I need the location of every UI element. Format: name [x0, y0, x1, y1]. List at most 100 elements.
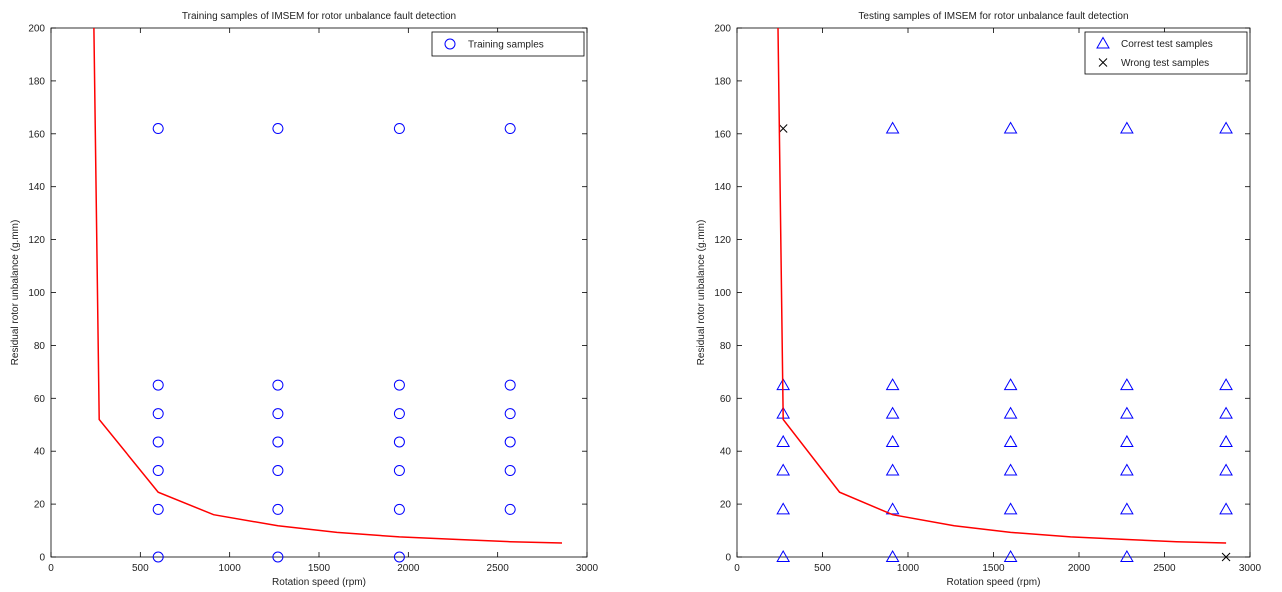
- legend: Training samples: [431, 31, 585, 57]
- training-sample-marker: [393, 408, 405, 420]
- training-sample-marker: [504, 123, 516, 135]
- training-sample-marker: [393, 379, 405, 391]
- training-sample-marker: [393, 551, 405, 563]
- y-axis-label: Residual rotor unbalance (g.mm): [10, 220, 21, 366]
- legend: Correst test samples Wrong test samples: [1084, 31, 1248, 75]
- test-sample-marker: [1219, 463, 1233, 476]
- plot-frame: [50, 27, 588, 558]
- training-sample-marker: [272, 503, 284, 515]
- x-tick-label: 0: [48, 563, 54, 574]
- training-sample-marker: [272, 436, 284, 448]
- test-sample-marker: [1120, 434, 1134, 447]
- legend-box: [1084, 31, 1248, 75]
- x-tick-label: 500: [132, 563, 149, 574]
- training-sample-marker: [504, 408, 516, 420]
- training-sample-marker: [504, 503, 516, 515]
- x-axis-label: Rotation speed (rpm): [272, 577, 366, 588]
- test-sample-marker: [885, 406, 900, 419]
- test-sample-marker: [885, 121, 900, 134]
- y-tick-label: 100: [714, 288, 731, 299]
- y-tick-label: 80: [34, 341, 46, 352]
- x-tick-label: 1000: [219, 563, 242, 574]
- boundary-line: [93, 27, 563, 544]
- boundary-line: [777, 27, 1227, 544]
- test-sample-marker: [1120, 121, 1134, 134]
- legend-label: Correst test samples: [1121, 39, 1213, 50]
- y-tick-label: 20: [34, 500, 46, 511]
- y-tick-label: 80: [720, 341, 732, 352]
- x-tick-label: 3000: [1239, 563, 1262, 574]
- y-tick-label: 100: [28, 288, 45, 299]
- training-sample-marker: [272, 465, 284, 477]
- test-sample-marker: [1219, 406, 1233, 419]
- test-sample-marker: [1219, 378, 1233, 391]
- y-tick-label: 60: [720, 394, 732, 405]
- test-sample-marker: [1003, 463, 1018, 476]
- test-sample-marker: [1120, 378, 1134, 391]
- training-sample-marker: [152, 465, 164, 477]
- test-sample-marker: [1120, 406, 1134, 419]
- y-tick-label: 160: [714, 129, 731, 140]
- training-sample-marker: [393, 503, 405, 515]
- x-tick-label: 500: [814, 563, 831, 574]
- y-tick-label: 40: [34, 447, 46, 458]
- legend-marker: [1096, 36, 1110, 49]
- y-tick-label: 120: [28, 235, 45, 246]
- training-sample-marker: [152, 408, 164, 420]
- training-sample-marker: [152, 503, 164, 515]
- test-sample-marker: [1120, 549, 1134, 562]
- test-sample-marker: [1003, 502, 1018, 515]
- training-sample-marker: [272, 551, 284, 563]
- x-tick-label: 2500: [1153, 563, 1176, 574]
- x-tick-label: 1500: [308, 563, 331, 574]
- x-tick-label: 2000: [397, 563, 420, 574]
- y-tick-label: 140: [714, 182, 731, 193]
- test-sample-marker: [885, 434, 900, 447]
- test-sample-marker: [1219, 502, 1233, 515]
- y-axis-label: Residual rotor unbalance (g.mm): [696, 220, 707, 366]
- test-sample-marker: [1219, 121, 1233, 134]
- plot-frame: [736, 27, 1251, 558]
- y-tick-label: 200: [714, 24, 731, 35]
- legend-box: [431, 31, 585, 57]
- training-sample-marker: [393, 123, 405, 135]
- training-sample-marker: [393, 465, 405, 477]
- test-sample-marker: [885, 549, 900, 562]
- y-tick-label: 0: [725, 553, 731, 564]
- y-tick-label: 160: [28, 129, 45, 140]
- chart-1: Training samples of IMSEM for rotor unba…: [10, 11, 599, 588]
- y-tick-label: 200: [28, 24, 45, 35]
- test-sample-marker: [1003, 121, 1018, 134]
- training-sample-marker: [272, 379, 284, 391]
- x-tick-label: 2500: [487, 563, 510, 574]
- x-tick-label: 0: [734, 563, 740, 574]
- wrong-sample-marker: [1221, 552, 1231, 562]
- legend-label: Wrong test samples: [1121, 58, 1209, 69]
- training-sample-marker: [393, 436, 405, 448]
- y-tick-label: 0: [39, 553, 45, 564]
- training-sample-marker: [504, 465, 516, 477]
- x-tick-label: 1000: [897, 563, 920, 574]
- chart-2: Testing samples of IMSEM for rotor unbal…: [696, 11, 1262, 588]
- y-tick-label: 140: [28, 182, 45, 193]
- chart-title: Testing samples of IMSEM for rotor unbal…: [858, 11, 1128, 22]
- test-sample-marker: [776, 434, 791, 447]
- training-sample-marker: [272, 408, 284, 420]
- y-tick-label: 120: [714, 235, 731, 246]
- test-sample-marker: [1003, 434, 1018, 447]
- training-sample-marker: [504, 436, 516, 448]
- x-tick-label: 1500: [982, 563, 1005, 574]
- test-sample-marker: [885, 378, 900, 391]
- y-tick-label: 180: [28, 76, 45, 87]
- wrong-sample-marker: [778, 124, 788, 133]
- y-tick-label: 60: [34, 394, 46, 405]
- test-sample-marker: [885, 463, 900, 476]
- test-sample-marker: [776, 502, 791, 515]
- x-tick-label: 2000: [1068, 563, 1091, 574]
- x-axis-label: Rotation speed (rpm): [947, 577, 1041, 588]
- x-tick-label: 3000: [576, 563, 599, 574]
- chart-title: Training samples of IMSEM for rotor unba…: [182, 11, 456, 22]
- test-sample-marker: [1219, 434, 1233, 447]
- test-sample-marker: [776, 549, 791, 562]
